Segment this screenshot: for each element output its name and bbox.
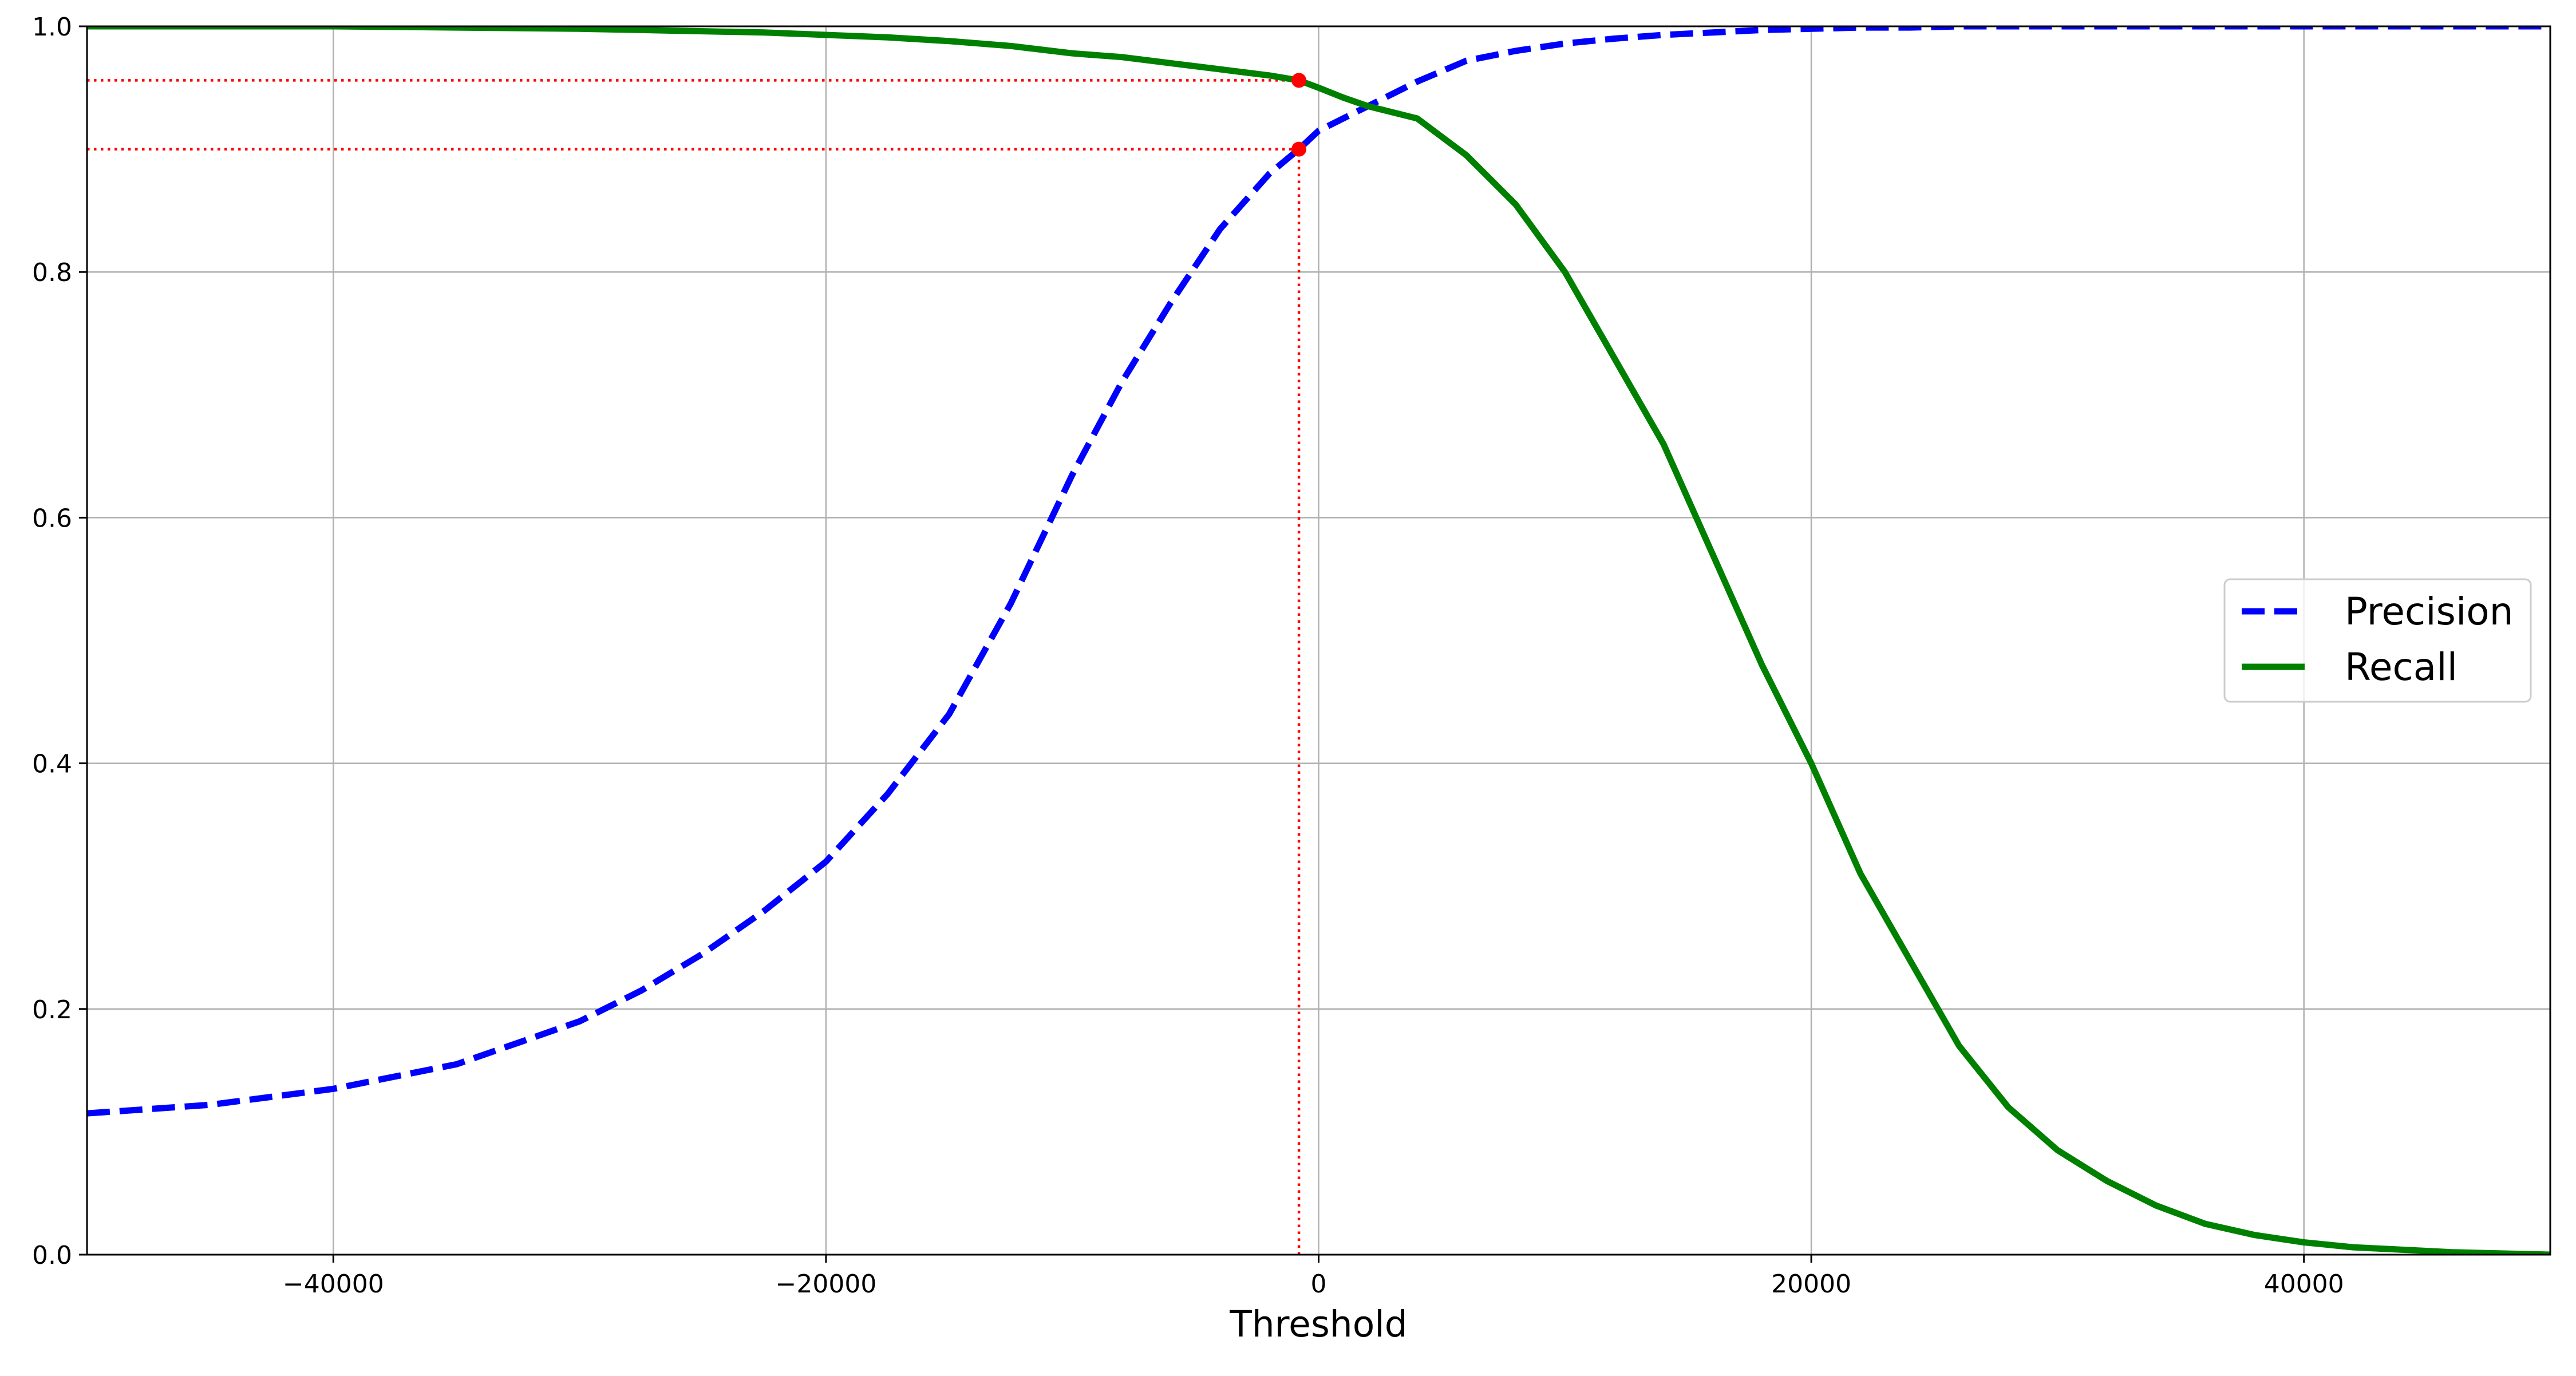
recall-line (87, 26, 2550, 1255)
recall-legend-label: Recall (2345, 645, 2458, 689)
legend: Precision Recall (2223, 578, 2532, 703)
axis-ticks: −40000 −20000 0 20000 40000 0.0 0.2 0.4 0.6 0.8 1.… (32, 13, 2344, 1299)
x-axis-title: Threshold (1229, 1303, 1407, 1345)
recall-point (1291, 73, 1307, 88)
x-tick-label: 20000 (1771, 1270, 1851, 1299)
precision-point (1291, 141, 1307, 157)
precision-legend-label: Precision (2345, 590, 2514, 634)
highlight-points (1291, 73, 1307, 157)
precision-line (87, 26, 2550, 1117)
series-lines (87, 26, 2550, 1255)
x-tick-label: 40000 (2264, 1270, 2344, 1299)
reference-lines (87, 79, 1301, 1255)
y-tick-label: 0.6 (32, 504, 72, 533)
legend-box (2223, 578, 2532, 703)
y-tick-label: 0.8 (32, 258, 72, 287)
y-tick-label: 0.4 (32, 750, 72, 779)
x-tick-label: 0 (1311, 1270, 1327, 1299)
x-tick-label: −40000 (283, 1270, 384, 1299)
x-tick-label: −20000 (775, 1270, 876, 1299)
y-tick-label: 0.0 (32, 1241, 72, 1270)
y-tick-label: 0.2 (32, 995, 72, 1025)
y-tick-label: 1.0 (32, 13, 72, 42)
